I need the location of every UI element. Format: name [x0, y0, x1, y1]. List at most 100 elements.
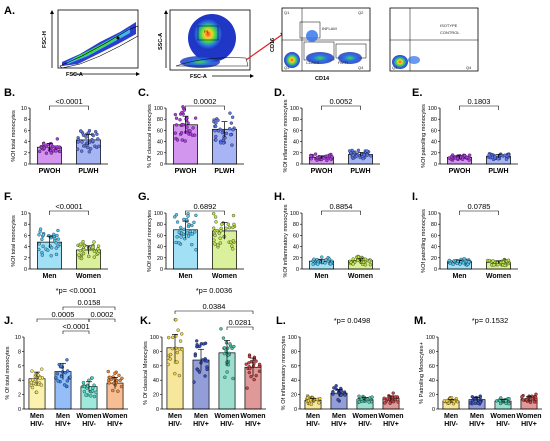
- data-point: [212, 238, 216, 242]
- y-tick-label: 10: [21, 106, 27, 112]
- data-point: [257, 362, 262, 367]
- data-point: [334, 387, 338, 391]
- data-point: [180, 110, 184, 115]
- panel-label-d: D.: [274, 87, 285, 99]
- data-point: [177, 230, 181, 234]
- data-point: [501, 260, 506, 264]
- data-point: [52, 232, 56, 237]
- data-point: [507, 402, 511, 406]
- category-label: HIV-: [358, 421, 372, 428]
- data-point: [54, 375, 58, 380]
- data-point: [367, 400, 371, 404]
- data-point: [190, 242, 194, 247]
- data-point: [178, 118, 182, 122]
- data-point: [40, 367, 44, 371]
- chart-g: G. 0 20 40 60 80 100%Of classical monocytes Men…: [138, 191, 244, 280]
- data-point: [232, 344, 236, 349]
- data-point: [356, 258, 360, 263]
- data-point: [36, 382, 41, 387]
- data-point: [175, 360, 179, 364]
- data-point: [76, 140, 80, 144]
- panel-label-c: C.: [138, 87, 149, 99]
- y-tick-label: 80: [431, 117, 437, 123]
- data-point: [222, 352, 227, 356]
- data-point: [224, 131, 229, 136]
- data-point: [247, 370, 251, 375]
- flow-plot-3: Q1 Q2 Q3 Q4 INFLAM CLASS PATR CD16 CD14: [270, 7, 371, 82]
- data-point: [49, 151, 54, 155]
- data-point: [177, 347, 182, 351]
- data-point: [524, 398, 529, 402]
- data-point: [487, 153, 491, 157]
- data-point: [224, 341, 229, 345]
- data-point: [534, 392, 538, 396]
- data-point: [315, 155, 320, 160]
- data-point: [248, 366, 252, 371]
- y-tick-label: 6: [18, 364, 21, 370]
- data-point: [230, 143, 234, 147]
- data-point: [362, 153, 366, 157]
- data-point: [92, 249, 97, 254]
- data-point: [504, 399, 508, 403]
- comparison-p-value: 0.0002: [91, 310, 114, 319]
- svg-text:PATR: PATR: [338, 60, 348, 65]
- category-label: PLWH: [488, 168, 508, 175]
- data-point: [111, 388, 115, 393]
- data-point: [86, 131, 91, 135]
- data-point: [42, 142, 46, 146]
- data-point: [182, 227, 186, 232]
- data-point: [175, 138, 180, 142]
- y-tick-label: 100: [288, 335, 297, 341]
- data-point: [65, 358, 69, 362]
- data-point: [220, 130, 224, 135]
- flow-plot-4: ISOTYPE CONTROL Q3 Q4: [389, 7, 479, 72]
- data-point: [181, 123, 186, 127]
- data-point: [87, 254, 91, 259]
- data-point: [530, 397, 535, 401]
- data-point: [81, 239, 85, 244]
- data-point: [177, 373, 182, 378]
- data-point: [175, 350, 180, 355]
- data-point: [339, 393, 343, 397]
- data-point: [182, 217, 186, 222]
- data-point: [470, 395, 474, 399]
- data-point: [106, 369, 110, 374]
- y-tick-label: 40: [293, 140, 299, 146]
- data-point: [185, 218, 189, 222]
- flow-plot-1: FSC-H FSC-A: [42, 9, 140, 78]
- data-point: [228, 133, 233, 137]
- y-tick-label: 0: [156, 407, 159, 413]
- data-point: [195, 339, 199, 343]
- data-point: [82, 248, 86, 252]
- y-tick-label: 10: [21, 211, 27, 217]
- y-tick-label: 40: [153, 378, 159, 384]
- data-point: [251, 364, 256, 369]
- chart-b: B. 0 2 4 6 8 10 %Of total monocytes PWOH PLWH <0.0…: [4, 87, 108, 175]
- p-value: *p= 0.0498: [334, 316, 371, 325]
- y-tick-label: 4: [18, 378, 21, 384]
- data-point: [247, 361, 251, 365]
- data-point: [107, 381, 111, 385]
- data-point: [218, 236, 222, 240]
- data-point: [55, 137, 59, 141]
- category-label: Women: [490, 413, 515, 420]
- category-label: HIV-: [306, 421, 320, 428]
- y-tick-label: 2: [24, 151, 27, 157]
- flow-p2-y-label: SSC-A: [158, 33, 164, 50]
- data-point: [183, 139, 187, 143]
- data-point: [30, 369, 34, 373]
- y-tick-label: 4: [24, 140, 27, 146]
- category-label: Women: [76, 273, 101, 280]
- category-label: HIV+: [331, 421, 347, 428]
- data-point: [521, 398, 525, 402]
- panel-label-f: F.: [4, 191, 13, 203]
- data-point: [175, 235, 179, 239]
- flow-p1-x-label: FSC-A: [66, 72, 83, 78]
- data-point: [80, 140, 84, 144]
- y-axis-label: % Of classical monocytes: [147, 104, 153, 168]
- y-tick-label: 60: [293, 233, 299, 239]
- chart-i: I. 0 20 40 60 80 100%Of patrolling monocytes Me…: [412, 191, 518, 280]
- y-tick-label: 60: [431, 233, 437, 239]
- comparison-p-value: <0.0001: [62, 322, 89, 331]
- significance-bracket: [321, 105, 361, 110]
